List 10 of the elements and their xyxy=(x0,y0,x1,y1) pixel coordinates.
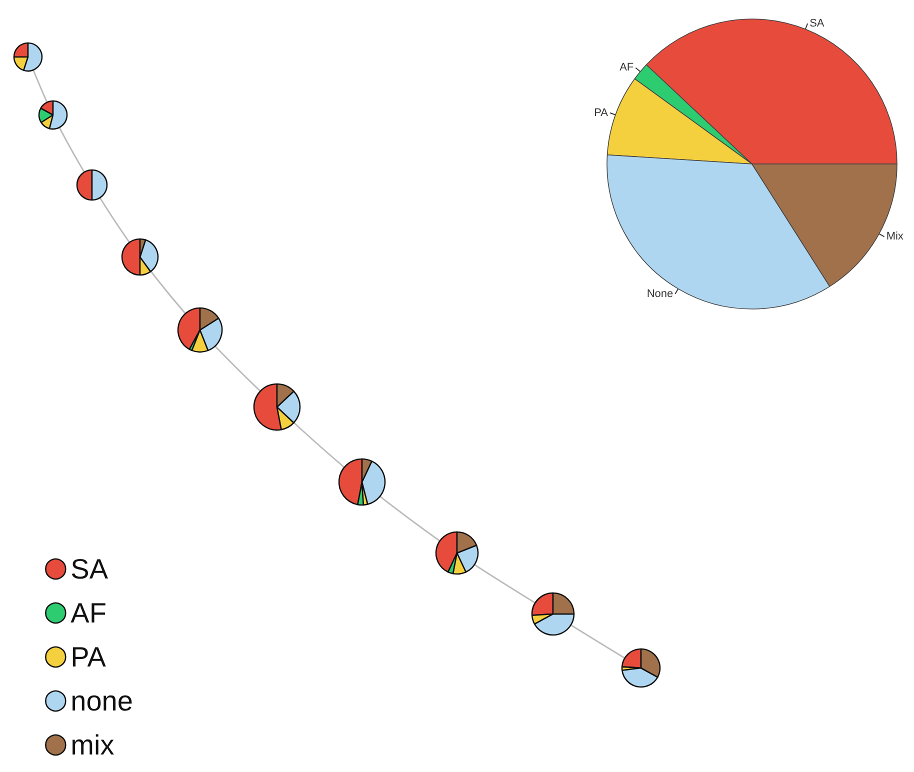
slice-label: Mix xyxy=(886,230,904,243)
slice-label: None xyxy=(646,288,674,300)
legend-label: PA xyxy=(70,642,106,672)
slice-label: SA xyxy=(810,18,825,30)
slice-label: PA xyxy=(594,106,609,119)
legend-label: mix xyxy=(70,730,114,760)
legend-label: none xyxy=(70,686,133,716)
legend-label: AF xyxy=(70,598,106,628)
legend-label: SA xyxy=(70,554,108,584)
slice-label: AF xyxy=(620,62,634,74)
